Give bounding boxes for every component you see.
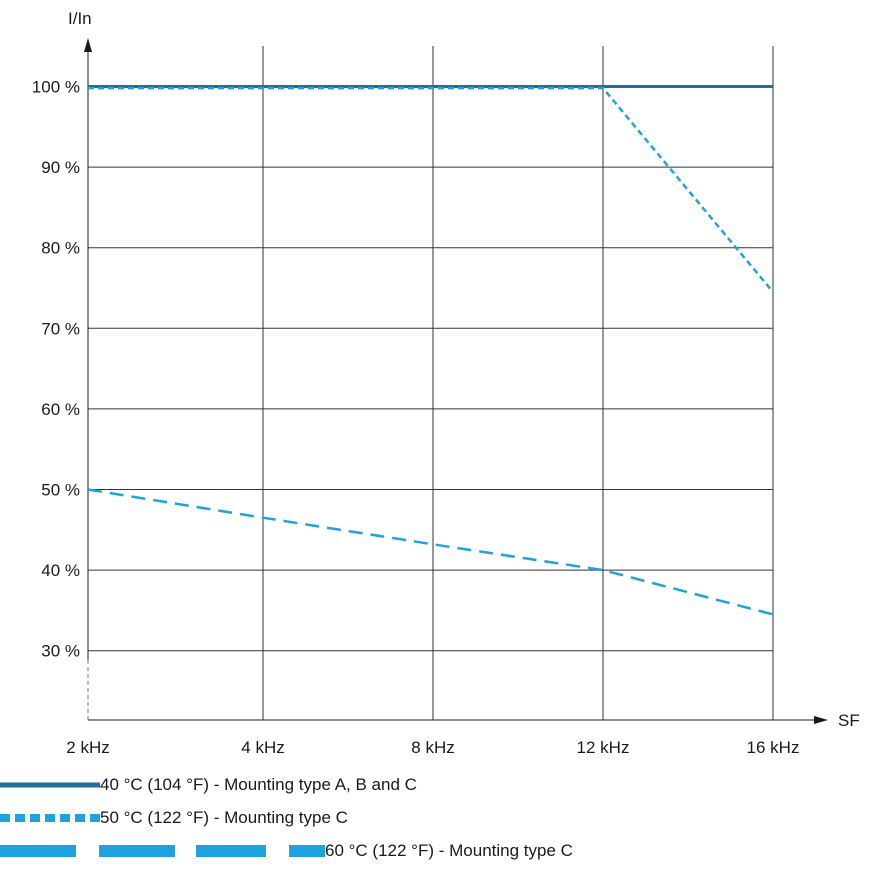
y-axis-title: I/In	[68, 9, 92, 28]
x-tick-label: 12 kHz	[577, 738, 630, 757]
axes	[84, 38, 828, 724]
y-tick-label: 30 %	[41, 642, 80, 661]
y-tick-label: 100 %	[32, 78, 80, 97]
legend-swatch-solid	[0, 782, 100, 788]
x-axis-arrow	[814, 716, 828, 724]
y-axis-arrow	[84, 38, 92, 52]
legend-item-60c: 60 °C (122 °F) - Mounting type C	[0, 841, 573, 861]
legend-label: 40 °C (104 °F) - Mounting type A, B and …	[100, 775, 417, 794]
x-tick-label: 2 kHz	[66, 738, 109, 757]
legend-label: 60 °C (122 °F) - Mounting type C	[325, 841, 573, 860]
legend-swatch-dashed	[0, 845, 325, 857]
y-tick-label: 80 %	[41, 239, 80, 258]
x-tick-label: 8 kHz	[411, 738, 454, 757]
y-tick-label: 40 %	[41, 561, 80, 580]
x-tick-label: 4 kHz	[241, 738, 284, 757]
series-line-dotted	[88, 86, 774, 293]
series-lines	[87, 85, 774, 616]
y-tick-label: 50 %	[41, 481, 80, 500]
grid	[88, 46, 774, 720]
x-tick-labels: 2 kHz 4 kHz 8 kHz 12 kHz 16 kHz	[66, 738, 799, 757]
legend-item-40c: 40 °C (104 °F) - Mounting type A, B and …	[0, 775, 417, 795]
y-tick-label: 90 %	[41, 158, 80, 177]
legend-item-50c: 50 °C (122 °F) - Mounting type C	[0, 808, 348, 828]
x-tick-label: 16 kHz	[747, 738, 800, 757]
y-tick-labels: 100 % 90 % 80 % 70 % 60 % 50 % 40 % 30 %	[32, 78, 80, 661]
series-line-dashed	[87, 488, 774, 616]
y-tick-label: 70 %	[41, 319, 80, 338]
y-tick-label: 60 %	[41, 400, 80, 419]
x-axis-title: SF	[838, 711, 860, 730]
legend-label: 50 °C (122 °F) - Mounting type C	[100, 808, 348, 827]
legend-swatch-dotted	[0, 814, 100, 822]
